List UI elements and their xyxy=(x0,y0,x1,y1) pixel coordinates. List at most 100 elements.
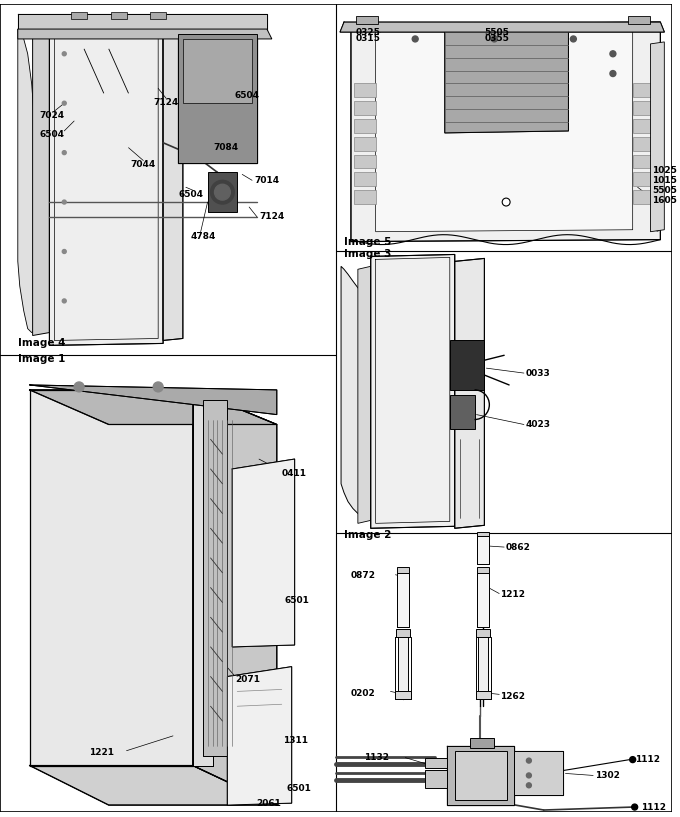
Text: 2071: 2071 xyxy=(235,675,260,684)
Polygon shape xyxy=(632,101,654,115)
Text: 1025: 1025 xyxy=(652,166,677,175)
Circle shape xyxy=(63,51,66,56)
Polygon shape xyxy=(340,22,664,32)
Polygon shape xyxy=(449,395,475,430)
Polygon shape xyxy=(341,266,364,519)
Polygon shape xyxy=(354,172,375,186)
Text: 6501: 6501 xyxy=(285,596,309,605)
Text: 7044: 7044 xyxy=(131,160,156,169)
Text: 2061: 2061 xyxy=(256,798,281,808)
Polygon shape xyxy=(207,172,237,212)
Polygon shape xyxy=(477,567,490,573)
Polygon shape xyxy=(477,573,490,627)
Polygon shape xyxy=(396,629,410,637)
Text: 1015: 1015 xyxy=(652,176,677,185)
Polygon shape xyxy=(514,751,564,795)
Polygon shape xyxy=(475,691,492,699)
Polygon shape xyxy=(632,83,654,97)
Polygon shape xyxy=(628,16,651,25)
Circle shape xyxy=(632,804,638,810)
Text: 1221: 1221 xyxy=(89,748,114,757)
Text: 7084: 7084 xyxy=(214,143,239,152)
Polygon shape xyxy=(397,567,409,573)
Text: 5505: 5505 xyxy=(484,28,509,37)
Polygon shape xyxy=(371,254,455,529)
Circle shape xyxy=(503,198,510,206)
Polygon shape xyxy=(18,29,35,333)
Circle shape xyxy=(214,185,231,200)
Circle shape xyxy=(63,299,66,303)
Text: Image 5: Image 5 xyxy=(344,237,392,247)
Polygon shape xyxy=(356,16,377,25)
Circle shape xyxy=(610,51,616,56)
Polygon shape xyxy=(30,385,277,414)
Text: 5505: 5505 xyxy=(652,185,677,194)
Circle shape xyxy=(153,382,163,392)
Text: 6504: 6504 xyxy=(39,131,65,140)
Text: 0315: 0315 xyxy=(356,34,381,43)
Text: 7014: 7014 xyxy=(254,176,279,185)
Polygon shape xyxy=(425,757,447,767)
Polygon shape xyxy=(425,770,447,788)
Circle shape xyxy=(571,36,577,42)
Text: 1262: 1262 xyxy=(500,692,525,701)
Text: Image 3: Image 3 xyxy=(344,249,392,259)
Polygon shape xyxy=(18,14,267,32)
Polygon shape xyxy=(455,258,484,529)
Polygon shape xyxy=(354,119,375,133)
Circle shape xyxy=(492,36,497,42)
Text: 0355: 0355 xyxy=(484,34,509,43)
Polygon shape xyxy=(375,25,632,232)
Circle shape xyxy=(526,758,531,763)
Polygon shape xyxy=(445,25,568,133)
Text: 0411: 0411 xyxy=(282,470,307,479)
Polygon shape xyxy=(203,400,227,756)
Circle shape xyxy=(74,382,84,392)
Polygon shape xyxy=(30,390,192,766)
Text: 6504: 6504 xyxy=(179,190,204,199)
Polygon shape xyxy=(150,12,166,19)
Polygon shape xyxy=(178,34,257,163)
Text: Image 4: Image 4 xyxy=(18,338,65,348)
Polygon shape xyxy=(477,532,490,536)
Circle shape xyxy=(63,249,66,253)
Circle shape xyxy=(526,773,531,778)
Text: 0325: 0325 xyxy=(356,28,381,37)
Polygon shape xyxy=(183,39,252,103)
Polygon shape xyxy=(50,17,163,346)
Polygon shape xyxy=(632,172,654,186)
Polygon shape xyxy=(33,26,50,336)
Polygon shape xyxy=(398,637,408,691)
Polygon shape xyxy=(111,12,126,19)
Text: 7124: 7124 xyxy=(153,98,178,107)
Text: 1132: 1132 xyxy=(364,753,389,762)
Polygon shape xyxy=(632,136,654,150)
Circle shape xyxy=(211,181,235,204)
Polygon shape xyxy=(84,49,104,93)
Circle shape xyxy=(63,101,66,105)
Polygon shape xyxy=(30,390,277,425)
Text: 7024: 7024 xyxy=(39,110,65,119)
Polygon shape xyxy=(479,637,488,691)
Polygon shape xyxy=(233,459,294,647)
Polygon shape xyxy=(396,691,411,699)
Polygon shape xyxy=(109,49,129,93)
Text: 0862: 0862 xyxy=(505,542,530,551)
Polygon shape xyxy=(651,42,664,232)
Circle shape xyxy=(63,200,66,204)
Polygon shape xyxy=(227,667,292,805)
Text: 1112: 1112 xyxy=(641,802,666,811)
Polygon shape xyxy=(477,629,490,637)
Circle shape xyxy=(630,757,636,762)
Polygon shape xyxy=(192,390,213,766)
Polygon shape xyxy=(30,766,277,805)
Polygon shape xyxy=(354,190,375,204)
Polygon shape xyxy=(354,136,375,150)
Polygon shape xyxy=(449,341,484,390)
Text: 7124: 7124 xyxy=(259,212,284,221)
Polygon shape xyxy=(351,22,660,242)
Polygon shape xyxy=(71,12,87,19)
Text: 6504: 6504 xyxy=(235,91,259,100)
Text: Image 2: Image 2 xyxy=(344,530,392,540)
Text: 4023: 4023 xyxy=(526,420,551,429)
